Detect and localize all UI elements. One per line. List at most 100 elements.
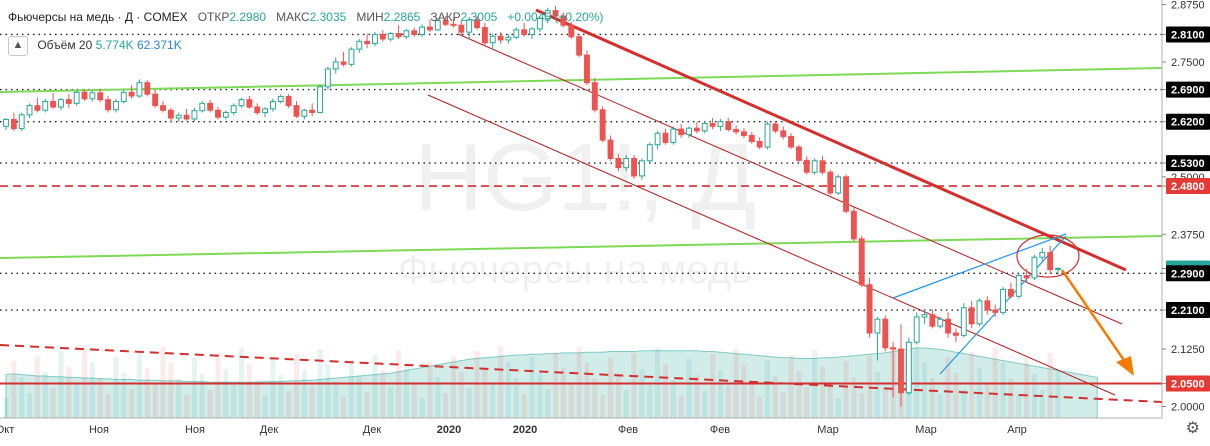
- watermark-symbol: HG1!, Д: [414, 124, 756, 231]
- candle-body: [591, 82, 598, 111]
- candles-layer: [3, 5, 1061, 407]
- volume-bar: [113, 357, 119, 418]
- time-axis[interactable]: Окт Ноя Ноя Дек Дек 2020 2020 Фев Фев Мар Мар Апр: [0, 417, 1162, 436]
- time-tick-label: Фев: [618, 424, 638, 436]
- price-tick-label: 2.6900: [1171, 85, 1205, 97]
- candle-body: [269, 101, 276, 110]
- candle-body: [112, 101, 119, 111]
- volume-bar: [254, 380, 260, 418]
- volume-bar: [874, 372, 880, 418]
- volume-bar: [1055, 369, 1061, 418]
- candle-body: [536, 17, 543, 30]
- candle-body: [929, 314, 936, 327]
- candle-body: [858, 238, 865, 286]
- volume-bar: [168, 363, 174, 418]
- volume-bar: [765, 360, 771, 418]
- volume-bar: [710, 354, 716, 418]
- time-tick-label: Окт: [0, 424, 14, 436]
- candle-body: [576, 36, 583, 56]
- candle-body: [160, 105, 166, 111]
- volume-bar: [827, 382, 833, 418]
- candle-body: [905, 341, 912, 394]
- price-badge: [1166, 81, 1210, 98]
- volume-bar: [380, 371, 386, 418]
- candle-body: [246, 99, 253, 108]
- candle-body: [238, 99, 245, 107]
- candle-body: [843, 176, 849, 212]
- price-badge: [1166, 113, 1210, 130]
- candle-body: [717, 121, 724, 127]
- candle-body: [442, 20, 449, 25]
- candle-body: [191, 110, 198, 120]
- gear-icon[interactable]: ⚙: [1185, 420, 1200, 437]
- candle-body: [474, 19, 480, 29]
- candle-body: [372, 33, 378, 45]
- volume-bar: [42, 372, 48, 418]
- volume-bar: [152, 384, 158, 418]
- candle-body: [10, 118, 17, 130]
- price-tick-label: 2.2900: [1171, 268, 1205, 280]
- time-tick-label: Дек: [363, 424, 382, 436]
- candle-body: [403, 30, 410, 38]
- candle-body: [678, 128, 685, 136]
- volume-bar: [176, 379, 182, 418]
- price-tick-label: 2.3750: [1171, 229, 1205, 241]
- candle-body: [3, 118, 9, 127]
- volume-bar: [568, 384, 574, 418]
- candle-body: [42, 101, 49, 111]
- volume-bar: [403, 366, 409, 418]
- price-badge: [1166, 26, 1210, 43]
- time-tick-label: 2020: [437, 424, 461, 436]
- volume-bar: [348, 360, 354, 418]
- volume-bar: [521, 394, 527, 418]
- candle-body: [654, 132, 661, 146]
- price-tick-label: 2.2100: [1171, 305, 1205, 317]
- collapse-triangle-icon[interactable]: ▲: [8, 36, 28, 56]
- candle-body: [788, 135, 795, 148]
- candle-body: [18, 114, 25, 130]
- volume-bar: [505, 362, 511, 418]
- price-tick-label: 2.5300: [1171, 158, 1205, 170]
- candle-body: [26, 105, 33, 116]
- volume-bar: [223, 369, 229, 418]
- volume-bar: [615, 374, 621, 418]
- time-tick-label: Мар: [915, 424, 937, 436]
- candle-body: [167, 109, 174, 119]
- watermark-name: Фьючерсы на медь: [398, 248, 752, 292]
- volume-bar: [27, 393, 33, 418]
- volume-bar: [262, 396, 268, 418]
- candle-body: [199, 102, 206, 112]
- volume-bar: [341, 397, 347, 418]
- volume-bar: [631, 353, 637, 418]
- main-resistance-trendline: [535, 8, 1127, 272]
- volume-bar: [859, 393, 865, 418]
- candle-body: [1000, 288, 1006, 313]
- volume-bar: [678, 396, 684, 418]
- candle-body: [136, 82, 143, 97]
- candle-body: [701, 123, 708, 132]
- time-tick-label: Ноя: [89, 424, 109, 436]
- volume-bar: [600, 395, 606, 418]
- price-axis[interactable]: 2.87502.81002.75002.69002.62002.53002.50…: [1161, 0, 1210, 418]
- time-tick-label: Ноя: [185, 424, 205, 436]
- candle-body: [748, 135, 755, 142]
- volume-bar: [804, 387, 810, 418]
- candle-body: [89, 92, 96, 100]
- candle-body: [427, 26, 433, 31]
- volume-bar: [207, 390, 213, 418]
- candle-body: [898, 348, 904, 394]
- highlight-ellipse: [1016, 234, 1080, 278]
- candle-body: [81, 91, 88, 100]
- volume-bar: [82, 346, 88, 418]
- candle-body: [356, 40, 363, 50]
- volume-bar: [136, 352, 142, 418]
- candle-body: [1047, 252, 1054, 271]
- candle-body: [466, 19, 473, 33]
- volume-bar: [717, 370, 723, 418]
- volume-bar: [694, 375, 700, 418]
- volume-bar: [490, 383, 496, 418]
- volume-bar: [191, 358, 197, 418]
- candle-body: [693, 127, 700, 132]
